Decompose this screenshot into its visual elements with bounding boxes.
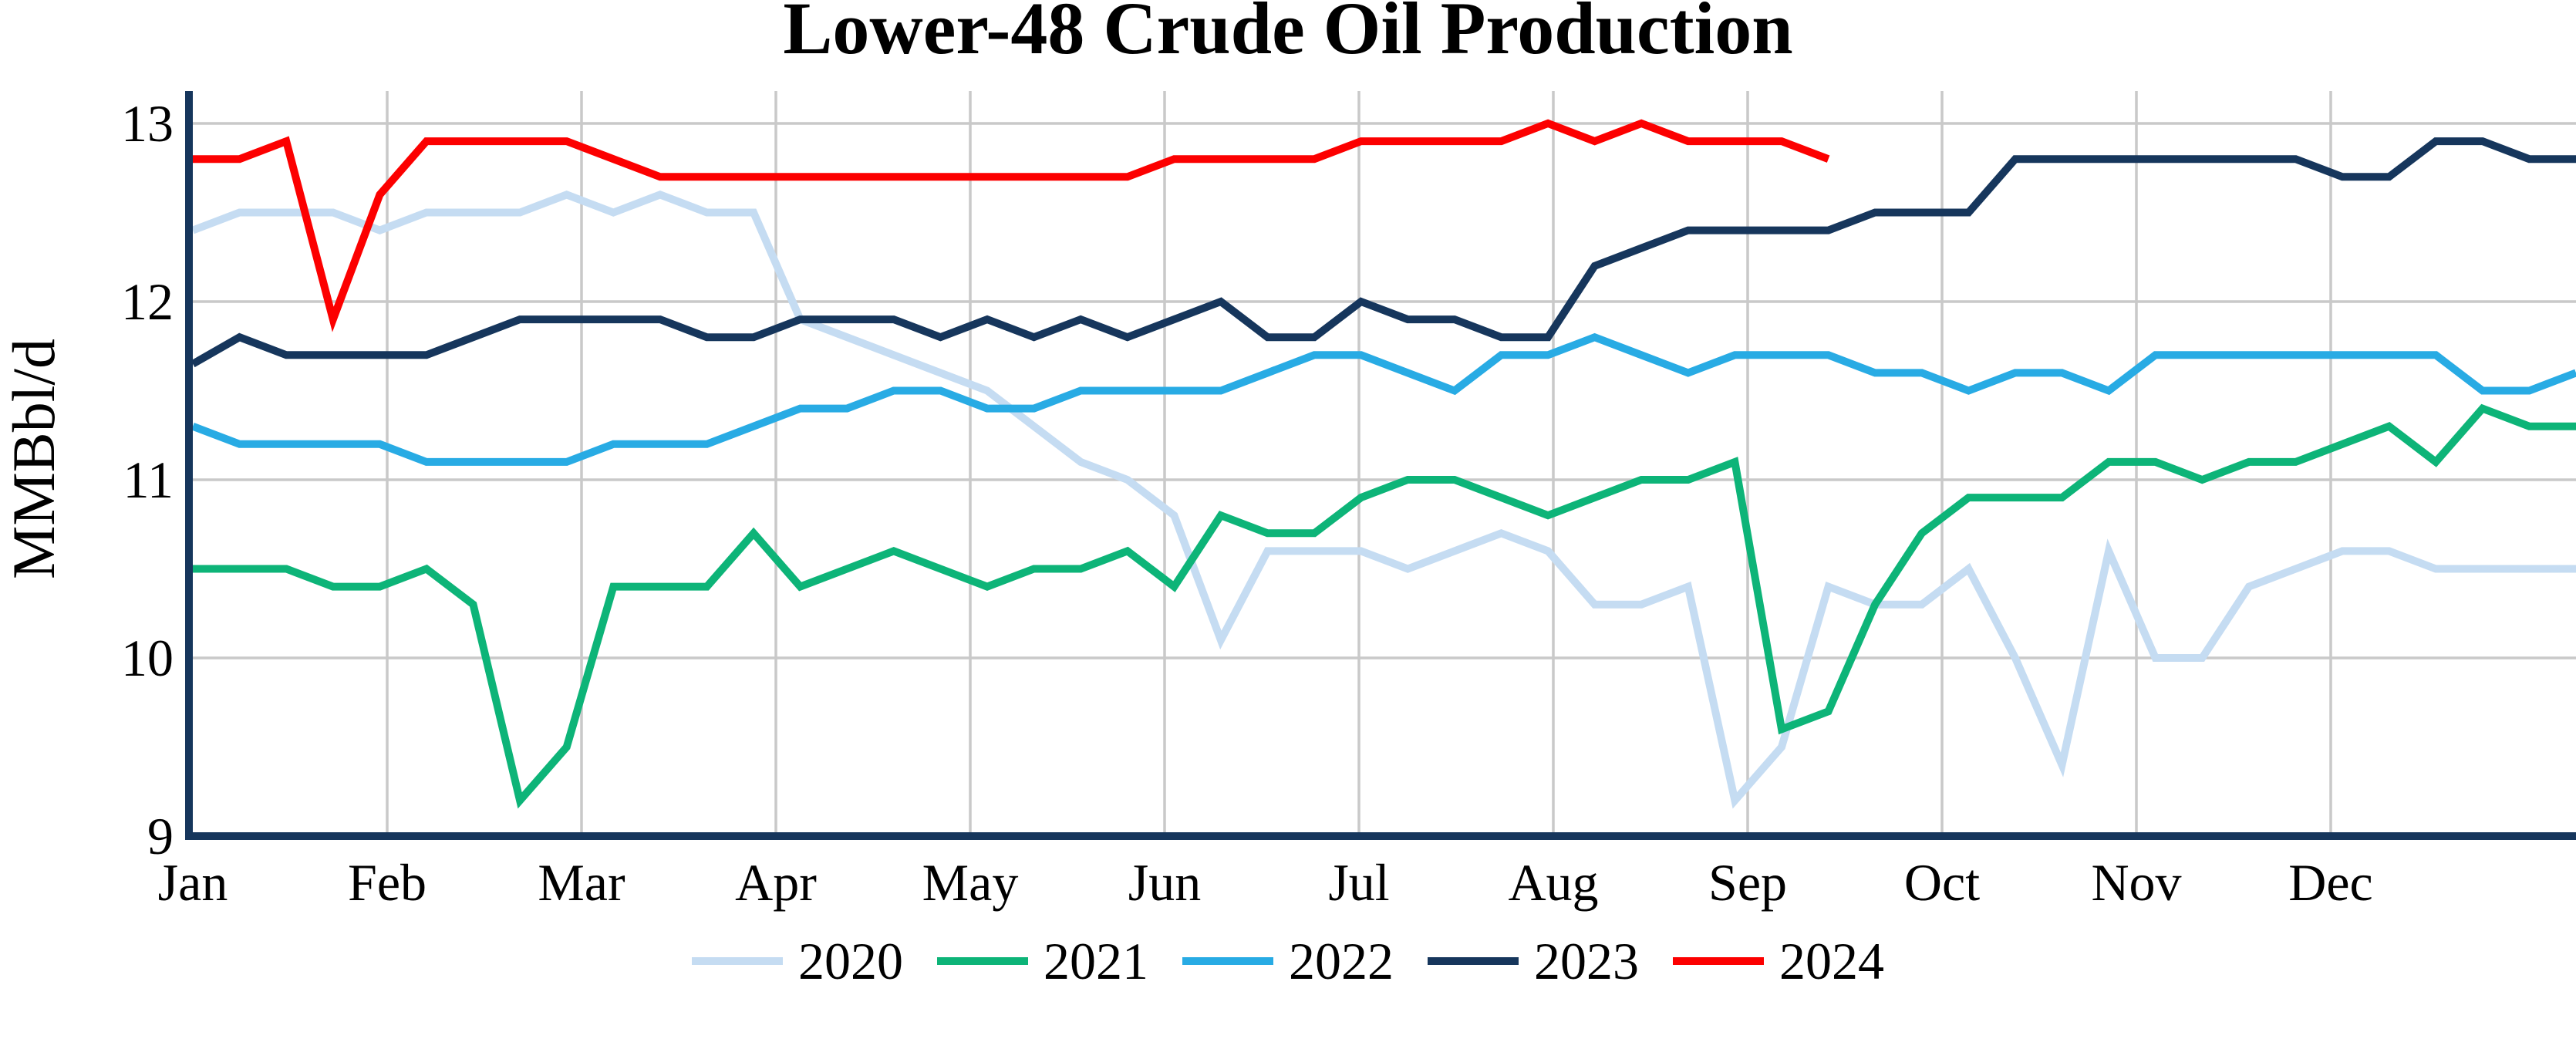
legend-label-2021: 2021 [1044,932,1148,990]
series-line-2020 [191,191,2576,809]
y-tick-label-12: 12 [121,272,174,331]
x-tick-label-mar: Mar [538,853,625,912]
legend-swatch-2021 [937,957,1028,965]
x-tick-label-oct: Oct [1904,853,1980,912]
series-line-2023 [191,137,2576,368]
series-line-2022 [191,332,2576,466]
x-tick-label-feb: Feb [348,853,427,912]
legend-label-2023: 2023 [1534,932,1639,990]
x-tick-label-aug: Aug [1508,853,1598,912]
legend-item-2023: 2023 [1428,935,1639,987]
legend-label-2020: 2020 [798,932,903,990]
x-tick-label-jul: Jul [1328,853,1389,912]
series-line-2021 [193,403,2576,809]
x-tick-label-jun: Jun [1128,853,1201,912]
legend-label-2024: 2024 [1779,932,1884,990]
legend-swatch-2023 [1428,957,1519,965]
y-tick-label-10: 10 [121,629,174,687]
chart-legend: 2020 2021 2022 2023 2024 [0,924,2576,998]
x-tick-label-dec: Dec [2288,853,2372,912]
x-tick-label-apr: Apr [735,853,817,912]
x-tick-label-nov: Nov [2091,853,2181,912]
x-tick-label-sep: Sep [1708,853,1787,912]
legend-swatch-2024 [1673,957,1764,965]
series-line-2024 [193,119,1830,332]
legend-swatch-2022 [1182,957,1273,965]
legend-swatch-2020 [692,957,783,965]
legend-item-2024: 2024 [1673,935,1884,987]
legend-item-2020: 2020 [692,935,903,987]
chart-title: Lower-48 Crude Oil Production [783,0,1793,69]
x-tick-label-jan: Jan [158,853,228,912]
y-tick-label-11: 11 [123,450,174,509]
legend-label-2022: 2022 [1289,932,1394,990]
y-axis-title: MMBbl/d [0,339,67,579]
y-tick-label-13: 13 [121,94,174,153]
y-tick-label-9: 9 [147,807,174,865]
legend-item-2022: 2022 [1182,935,1394,987]
x-tick-label-may: May [922,853,1019,912]
legend-item-2021: 2021 [937,935,1148,987]
